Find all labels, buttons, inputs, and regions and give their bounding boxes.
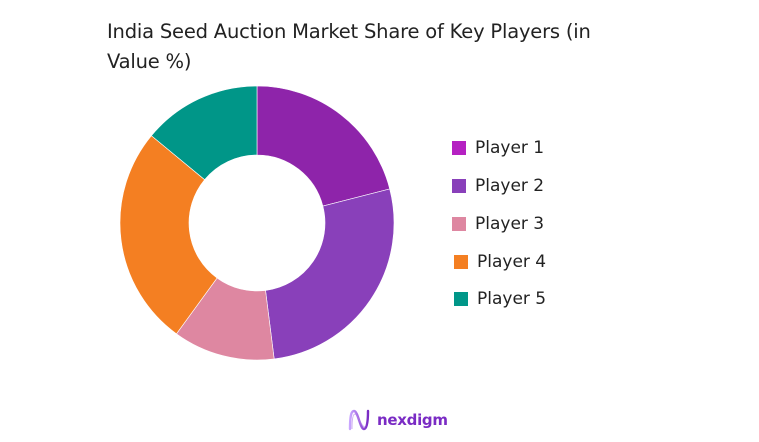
legend-label: Player 4	[477, 252, 547, 272]
legend-label: Player 5	[477, 289, 547, 309]
donut-slice-player-5[interactable]	[151, 85, 258, 181]
legend-item-player-2[interactable]: Player 2	[452, 176, 544, 196]
nexdigm-logo-icon	[348, 409, 370, 431]
donut-slice-player-4[interactable]	[119, 135, 218, 335]
chart-title: India Seed Auction Market Share of Key P…	[107, 17, 667, 77]
chart-title-line-1: India Seed Auction Market Share of Key P…	[107, 20, 591, 43]
legend-item-player-3[interactable]: Player 3	[452, 214, 544, 234]
legend-swatch-icon	[452, 141, 466, 155]
chart-title-line-2: Value %)	[107, 50, 192, 73]
legend-swatch-icon	[452, 217, 466, 231]
legend-swatch-icon	[452, 179, 466, 193]
legend-item-player-4[interactable]: Player 4	[454, 252, 546, 272]
brand-logo: nexdigm	[347, 409, 448, 431]
legend-label: Player 3	[475, 214, 545, 234]
legend-label: Player 1	[475, 138, 545, 158]
legend-item-player-5[interactable]: Player 5	[454, 289, 546, 309]
legend-swatch-icon	[454, 255, 468, 269]
donut-slice-player-1[interactable]	[256, 85, 391, 207]
legend-swatch-icon	[454, 292, 468, 306]
legend-item-player-1[interactable]: Player 1	[452, 138, 544, 158]
legend-label: Player 2	[475, 176, 545, 196]
donut-slice-player-2[interactable]	[265, 188, 395, 360]
logo-text: nexdigm	[377, 411, 448, 429]
